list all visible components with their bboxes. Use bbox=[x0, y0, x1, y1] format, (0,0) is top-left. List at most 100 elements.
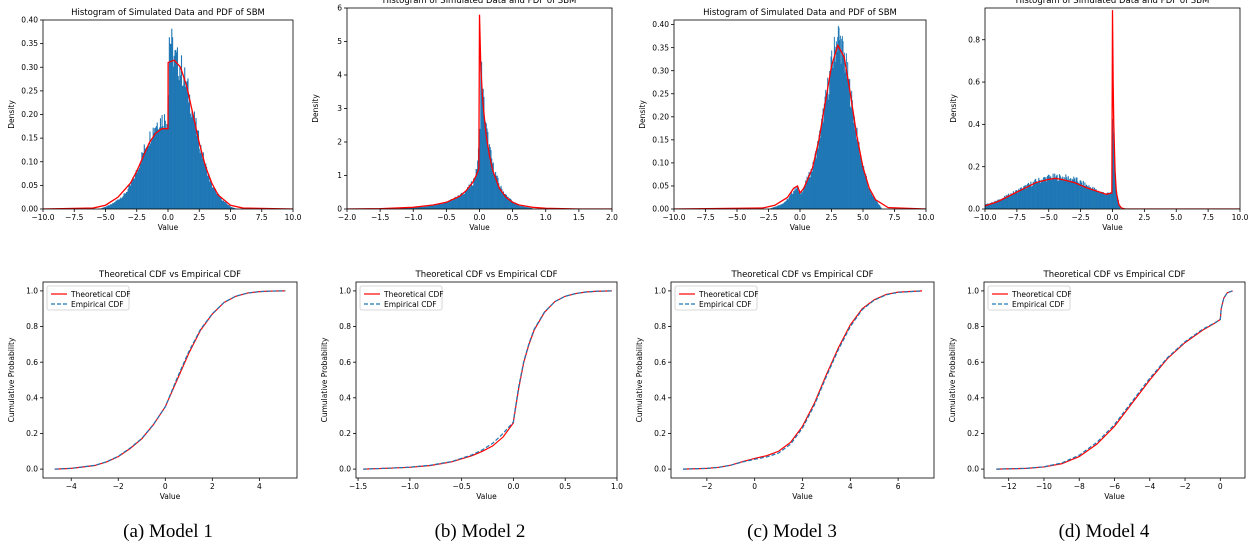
histogram-bar bbox=[218, 196, 221, 209]
histogram-bar bbox=[772, 207, 774, 209]
histogram-bar bbox=[825, 89, 827, 209]
histogram-bar bbox=[121, 197, 124, 209]
histogram-bar bbox=[813, 165, 815, 209]
histogram-bar bbox=[1003, 197, 1005, 209]
axes-frame bbox=[670, 281, 935, 479]
histogram-bar bbox=[449, 199, 451, 209]
histogram-bar bbox=[986, 203, 988, 209]
x-tick-label: 0.0 bbox=[162, 213, 174, 222]
x-tick-label: 0.0 bbox=[474, 213, 486, 222]
histogram-bar bbox=[1097, 191, 1099, 209]
legend-box bbox=[987, 285, 1071, 311]
histogram-bar bbox=[445, 201, 447, 209]
histogram-bar bbox=[157, 128, 159, 209]
histogram-bar bbox=[781, 204, 783, 209]
histogram-bar bbox=[176, 47, 179, 209]
histogram-bar bbox=[1058, 180, 1060, 209]
y-tick-label: 0.0 bbox=[968, 205, 980, 214]
histogram-bar bbox=[132, 177, 134, 209]
histogram-bar bbox=[143, 144, 145, 209]
histogram-bar bbox=[103, 207, 105, 209]
histogram-bar bbox=[445, 201, 448, 209]
chart-title: Theoretical CDF vs Empirical CDF bbox=[731, 270, 874, 280]
histogram-bar bbox=[784, 201, 786, 209]
x-tick-label: 7.5 bbox=[256, 213, 268, 222]
histogram-bar bbox=[1089, 187, 1092, 209]
histogram-bar bbox=[835, 41, 837, 209]
histogram-bar bbox=[404, 207, 406, 209]
histogram-bar bbox=[122, 195, 124, 209]
histogram-bar bbox=[1043, 176, 1045, 209]
histogram-bar bbox=[1020, 187, 1022, 209]
histogram-bar bbox=[1112, 119, 1114, 209]
histogram-bar bbox=[144, 148, 146, 209]
histogram-bar bbox=[170, 43, 172, 209]
empirical-cdf-line bbox=[363, 290, 612, 470]
histogram-bar bbox=[167, 127, 169, 209]
histogram-bar bbox=[833, 61, 835, 209]
histogram-bar bbox=[222, 200, 224, 209]
histogram-bar bbox=[1076, 177, 1078, 209]
histogram-bar bbox=[1011, 194, 1013, 209]
histogram-bar bbox=[501, 188, 503, 209]
x-tick-label: 10.0 bbox=[1232, 213, 1249, 222]
histogram-bar bbox=[826, 93, 828, 209]
histogram-bar bbox=[491, 158, 493, 209]
histogram-bar bbox=[1116, 197, 1119, 209]
histogram-bar bbox=[1084, 182, 1086, 209]
histogram-bar bbox=[423, 206, 425, 209]
histogram-bar bbox=[127, 188, 129, 209]
histogram-bar bbox=[147, 145, 149, 209]
x-axis-label: Value bbox=[469, 223, 490, 232]
histogram-bar bbox=[472, 185, 474, 209]
histogram-bar bbox=[105, 206, 107, 209]
histogram-bar bbox=[209, 181, 211, 209]
histogram-bar bbox=[178, 80, 180, 209]
histogram-bar bbox=[140, 163, 142, 209]
histogram-bar bbox=[1074, 178, 1076, 209]
histogram-bar bbox=[853, 116, 855, 209]
histogram-bar bbox=[469, 187, 471, 209]
histogram-bar bbox=[808, 171, 810, 209]
x-tick-label: −4 bbox=[66, 482, 77, 491]
histogram-bar bbox=[1105, 193, 1107, 209]
histogram-bar bbox=[117, 199, 119, 209]
histogram-bar bbox=[1073, 176, 1075, 209]
y-tick-label: 0.35 bbox=[21, 39, 38, 48]
axes-frame bbox=[983, 281, 1246, 479]
histogram-bar bbox=[169, 43, 171, 209]
histogram-bar bbox=[152, 127, 154, 209]
histogram-bar bbox=[814, 153, 816, 209]
x-tick-label: 0 bbox=[163, 482, 168, 491]
histogram-bar bbox=[224, 201, 226, 209]
y-tick-label: 0.2 bbox=[26, 429, 38, 438]
histogram-bar bbox=[121, 198, 123, 209]
histogram-bar bbox=[1094, 189, 1096, 209]
histogram-bar bbox=[212, 187, 214, 209]
histogram-bar bbox=[506, 196, 508, 209]
histogram-bar bbox=[410, 207, 412, 209]
histogram-bar bbox=[475, 168, 477, 209]
histogram-bar bbox=[211, 187, 213, 209]
histogram-bar bbox=[1008, 193, 1010, 209]
histogram-bar bbox=[787, 198, 789, 209]
histogram-bar bbox=[868, 187, 870, 209]
histogram-bar bbox=[517, 204, 519, 209]
histogram-bar bbox=[859, 154, 861, 209]
x-tick-label: −10.0 bbox=[32, 213, 55, 222]
histogram-bar bbox=[821, 114, 823, 209]
histogram-bar bbox=[489, 147, 491, 209]
histogram-bar bbox=[880, 207, 882, 209]
histogram-bar bbox=[125, 191, 128, 209]
histogram-bar bbox=[141, 152, 143, 209]
histogram-bar bbox=[806, 176, 808, 209]
histogram-bar bbox=[522, 206, 524, 209]
histogram-bar bbox=[865, 175, 867, 209]
chart-title: Theoretical CDF vs Empirical CDF bbox=[98, 270, 241, 280]
empirical-cdf-line bbox=[682, 290, 923, 470]
histogram-bar bbox=[844, 72, 846, 209]
histogram-bar bbox=[406, 207, 408, 209]
histogram-bar bbox=[436, 204, 438, 209]
